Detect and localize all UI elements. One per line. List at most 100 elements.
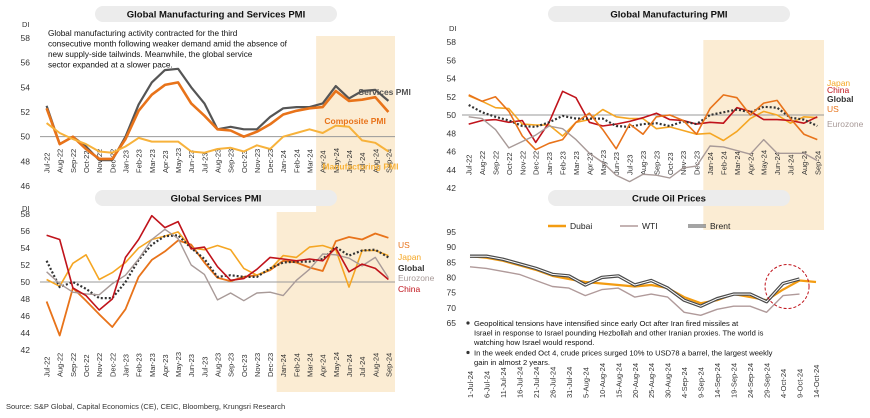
- series-line-japan: [46, 231, 389, 288]
- panel-title: Global Manufacturing PMI: [610, 10, 727, 21]
- x-tick-label: 14-Oct-24: [812, 365, 821, 398]
- x-tick-label: Feb-24: [292, 149, 301, 173]
- x-tick-label: 20-Aug-24: [631, 363, 640, 398]
- x-tick-label: 6-Jul-24: [482, 371, 491, 398]
- panel-title: Crude Oil Prices: [632, 194, 706, 205]
- x-tick-label: 4-Oct-24: [779, 369, 788, 398]
- y-tick-label: 46: [21, 181, 31, 191]
- x-tick-label: Jan-23: [121, 354, 130, 377]
- x-tick-label: Apr-24: [746, 152, 755, 175]
- note-bullet: [466, 321, 470, 325]
- x-tick-label: Aug-23: [214, 353, 223, 377]
- x-tick-label: Oct-23: [240, 150, 249, 173]
- y-axis-label: DI: [22, 204, 30, 213]
- x-tick-label: Sep-24: [384, 149, 393, 173]
- x-tick-label: Dec-22: [108, 353, 117, 377]
- series-line-wti: [469, 266, 800, 316]
- y-tick-label: 58: [447, 37, 457, 47]
- series-label: Japan: [827, 78, 850, 88]
- x-tick-label: 29-Sep-24: [763, 363, 772, 398]
- series-label: Eurozone: [398, 273, 435, 283]
- x-tick-label: May-23: [174, 148, 183, 173]
- x-tick-label: 19-Sep-24: [730, 363, 739, 398]
- x-tick-label: Jul-23: [626, 155, 635, 175]
- x-tick-label: Jun-23: [187, 354, 196, 377]
- panel-title-box: [95, 190, 337, 206]
- x-tick-label: Sep-22: [69, 353, 78, 377]
- series-line-japan: [468, 95, 818, 142]
- chart-services: DI 42 44 46 48 50 52 54 56 58 Jul-22 Aug-22 Sep-22 Oc…: [21, 204, 435, 392]
- series-line-eurozone: [46, 228, 389, 302]
- panel-annotation: Global manufacturing activity contracted…: [48, 29, 288, 70]
- series-line-composite-pmi: [45, 81, 390, 161]
- x-tick-label: Jul-24: [358, 357, 367, 377]
- y-tick-label: 54: [21, 82, 31, 92]
- x-tick-label: Mar-24: [306, 149, 315, 173]
- series-label: Global: [398, 263, 424, 273]
- x-tick-label: Jan-24: [279, 150, 288, 173]
- y-tick-label: 50: [447, 110, 457, 120]
- y-tick-label: 54: [447, 74, 457, 84]
- y-tick-label: 54: [21, 243, 31, 253]
- x-tick-label: Feb-23: [135, 149, 144, 173]
- x-tick-label: Jul-22: [43, 153, 52, 173]
- y-tick-label: 42: [447, 183, 457, 193]
- y-tick-label: 90: [447, 242, 457, 252]
- panel-title-box: [548, 190, 790, 206]
- series-label: Manufacturing PMI: [322, 161, 398, 171]
- x-tick-label: Sep-22: [69, 149, 78, 173]
- x-tick-label: Nov-22: [518, 151, 527, 175]
- x-tick-label: Jun-23: [187, 150, 196, 173]
- x-tick-label: Jan-23: [545, 152, 554, 175]
- x-tick-label: Mar-23: [572, 151, 581, 175]
- x-tick-label: Oct-22: [82, 354, 91, 377]
- panel-title: Global Services PMI: [171, 194, 262, 205]
- x-tick-label: Sep-23: [227, 353, 236, 377]
- series-line-eurozone: [468, 116, 818, 183]
- chart-oil: Dubai WTI Brent 65 70 75 80 85 90 95 1-Jul-24 6-Jul…: [447, 221, 821, 398]
- x-tick-label: Aug-24: [371, 353, 380, 377]
- x-tick-label: Nov-23: [253, 149, 262, 173]
- x-tick-label: May-24: [332, 148, 341, 173]
- y-tick-label: 80: [447, 272, 457, 282]
- x-tick-label: Nov-23: [679, 151, 688, 175]
- y-tick-label: 70: [447, 303, 457, 313]
- series-label: Eurozone: [827, 119, 864, 129]
- y-tick-label: 85: [447, 257, 457, 267]
- x-tick-label: Apr-23: [161, 150, 170, 173]
- x-tick-label: Dec-23: [693, 151, 702, 175]
- y-tick-label: 50: [21, 132, 31, 142]
- x-tick-label: Jul-24: [786, 155, 795, 175]
- x-tick-label: Oct-23: [240, 354, 249, 377]
- series-line-us: [468, 94, 818, 151]
- x-tick-label: Jul-23: [200, 357, 209, 377]
- y-tick-label: 56: [447, 55, 457, 65]
- series-line-global: [468, 104, 818, 129]
- x-tick-label: Aug-23: [214, 149, 223, 173]
- x-tick-label: Mar-23: [148, 149, 157, 173]
- series-line-brent-inner: [470, 255, 800, 307]
- series-label: China: [398, 284, 420, 294]
- x-tick-label: Feb-23: [135, 353, 144, 377]
- y-tick-label: 42: [21, 345, 31, 355]
- legend-label: Dubai: [570, 221, 592, 231]
- legend-label: Brent: [710, 221, 731, 231]
- y-tick-label: 52: [21, 107, 31, 117]
- x-tick-label: Jul-23: [200, 153, 209, 173]
- x-tick-label: Aug-24: [800, 151, 809, 175]
- x-tick-label: Dec-23: [266, 353, 275, 377]
- x-tick-label: Jan-23: [121, 150, 130, 173]
- x-tick-label: Jun-24: [345, 354, 354, 377]
- x-tick-label: 9-Oct-24: [796, 369, 805, 398]
- y-tick-label: 65: [447, 318, 457, 328]
- x-tick-label: 5-Aug-24: [581, 367, 590, 398]
- x-tick-label: Apr-23: [585, 152, 594, 175]
- x-tick-label: Aug-24: [371, 149, 380, 173]
- y-tick-label: 56: [21, 226, 31, 236]
- series-line-manufacturing-pmi: [45, 122, 389, 154]
- x-tick-label: 26-Jul-24: [548, 367, 557, 398]
- x-tick-label: Jun-24: [345, 150, 354, 173]
- y-tick-label: 48: [447, 128, 457, 138]
- y-tick-label: 46: [21, 311, 31, 321]
